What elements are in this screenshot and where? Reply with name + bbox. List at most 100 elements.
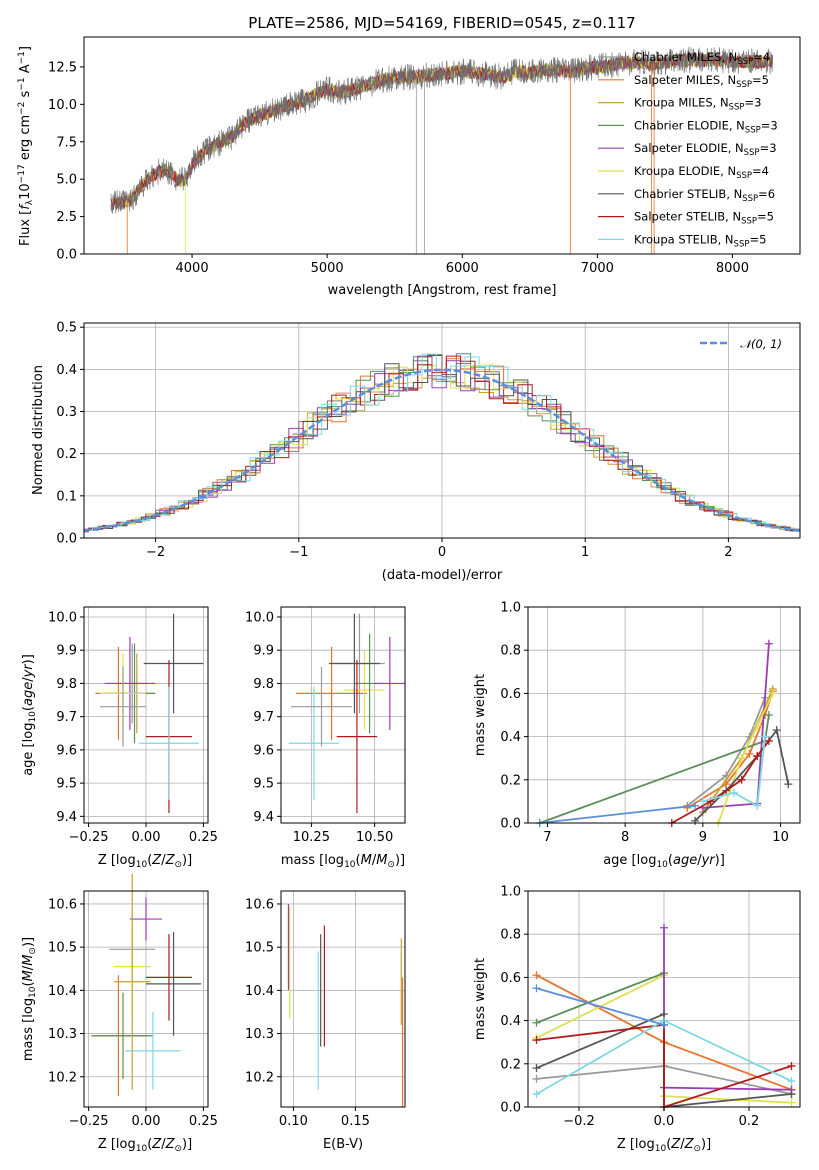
y-tick-label: 9.9 bbox=[253, 644, 274, 659]
mass-vs-z-y-ticks: 10.2 10.3 10.4 10.5 10.6 bbox=[48, 897, 84, 1085]
age-vs-z-y-ticks: 9.4 9.5 9.6 9.7 9.8 9.9 10.0 bbox=[48, 610, 84, 825]
weight-marker bbox=[764, 639, 773, 648]
weight-line bbox=[536, 1023, 792, 1109]
y-tick-label: 0.0 bbox=[56, 532, 77, 547]
age-vs-z-y-label: age [log10(age/yr)] bbox=[21, 654, 38, 776]
weight-marker bbox=[660, 923, 668, 932]
weight-vs-age-panel: 7 8 9 10 0.0 0.2 0.4 0.6 0.8 1.0 age [log10(age/… bbox=[473, 601, 801, 870]
y-tick-label: 9.6 bbox=[253, 743, 274, 758]
residuals-x-ticks: −2 −1 0 1 2 bbox=[146, 538, 733, 560]
spectrum-legend: Chabrier MILES, NSSP=4 Salpeter MILES, NS… bbox=[598, 50, 778, 249]
weight-marker bbox=[729, 788, 738, 797]
figure-title: PLATE=2586, MJD=54169, FIBERID=0545, z=0… bbox=[248, 14, 635, 32]
age-vs-mass-y-ticks: 9.4 9.5 9.6 9.7 9.8 9.9 10.0 bbox=[245, 610, 281, 825]
y-tick-label: 10.5 bbox=[48, 941, 77, 956]
weight-marker bbox=[737, 775, 746, 784]
normal-curve bbox=[83, 368, 801, 532]
y-tick-label: 10.4 bbox=[245, 984, 274, 999]
y-tick-label: 0.2 bbox=[56, 447, 77, 462]
x-tick-label: 0.00 bbox=[132, 830, 161, 845]
spectrum-y-label: Flux [fλ10−17 erg cm−2 s−1 A−1] bbox=[17, 46, 35, 246]
y-tick-label: 9.6 bbox=[56, 743, 77, 758]
x-tick-label: −0.25 bbox=[69, 1114, 109, 1129]
weight-marker bbox=[787, 1061, 796, 1070]
residuals-legend: 𝒩(0, 1) bbox=[700, 337, 782, 351]
x-tick-label: 8 bbox=[621, 830, 629, 845]
x-tick-label: 0.0 bbox=[654, 1114, 675, 1129]
age-vs-mass-panel: 10.25 10.50 9.4 9.5 9.6 9.7 9.8 9.9 10.0 mass [… bbox=[245, 606, 406, 870]
spectrum-axes-frame bbox=[83, 36, 801, 255]
weight-vs-z-x-label: Z [log10(Z/Z⊙)] bbox=[617, 1137, 711, 1154]
y-tick-label: 10.6 bbox=[245, 897, 274, 912]
x-tick-label: 5000 bbox=[311, 261, 344, 276]
residual-histogram bbox=[84, 355, 800, 531]
mass-vs-ebv-axes-frame bbox=[280, 890, 406, 1108]
y-tick-label: 7.5 bbox=[56, 135, 77, 150]
age-vs-mass-x-ticks: 10.25 10.50 bbox=[293, 823, 393, 845]
x-tick-label: 1 bbox=[581, 545, 589, 560]
residuals-plot-area bbox=[83, 353, 801, 533]
age-vs-z-grid bbox=[84, 607, 208, 823]
observed-spectrum-line bbox=[110, 46, 774, 214]
weight-marker bbox=[768, 689, 777, 698]
weight-marker bbox=[753, 721, 762, 730]
x-tick-label: 6000 bbox=[446, 261, 479, 276]
legend-label: Salpeter STELIB, NSSP=5 bbox=[634, 210, 774, 227]
y-tick-label: 0.6 bbox=[500, 971, 521, 986]
weight-line bbox=[686, 697, 766, 807]
weight-line bbox=[539, 804, 696, 824]
y-tick-label: 9.5 bbox=[56, 777, 77, 792]
weight-vs-z-x-ticks: −0.2 0.0 0.2 bbox=[563, 1107, 759, 1129]
weight-marker bbox=[737, 754, 746, 763]
spectrum-x-ticks: 4000 5000 6000 7000 8000 bbox=[176, 254, 749, 276]
age-vs-z-x-ticks: −0.25 0.00 0.25 bbox=[69, 823, 218, 845]
x-tick-label: 8000 bbox=[716, 261, 749, 276]
x-tick-label: −2 bbox=[146, 545, 165, 560]
weight-marker bbox=[764, 711, 773, 719]
weight-vs-age-x-ticks: 7 8 9 10 bbox=[543, 823, 789, 845]
legend-label: Kroupa MILES, NSSP=3 bbox=[634, 96, 761, 113]
residual-histogram bbox=[84, 364, 800, 532]
y-tick-label: 0.4 bbox=[500, 1014, 521, 1029]
weight-marker bbox=[532, 1064, 541, 1073]
mass-vs-ebv-grid bbox=[281, 891, 405, 1107]
y-tick-label: 10.0 bbox=[48, 610, 77, 625]
weight-marker bbox=[787, 1098, 796, 1107]
y-tick-label: 9.7 bbox=[253, 710, 274, 725]
y-tick-label: 10.3 bbox=[48, 1027, 77, 1042]
x-tick-label: 4000 bbox=[176, 261, 209, 276]
y-tick-label: 1.0 bbox=[500, 601, 521, 616]
y-tick-label: 0.3 bbox=[56, 405, 77, 420]
weight-marker bbox=[532, 1018, 541, 1027]
y-tick-label: 0.0 bbox=[56, 248, 77, 263]
legend-label: Kroupa ELODIE, NSSP=4 bbox=[634, 164, 769, 181]
mass-vs-ebv-y-ticks: 10.2 10.3 10.4 10.5 10.6 bbox=[245, 897, 281, 1085]
legend-label: Kroupa STELIB, NSSP=5 bbox=[634, 232, 766, 249]
residual-histogram bbox=[84, 355, 800, 532]
residuals-x-label: (data-model)/error bbox=[382, 568, 503, 583]
weight-line bbox=[671, 740, 770, 824]
residuals-panel: −2 −1 0 1 2 0.0 0.1 0.2 0.3 0.4 0.5 (data-model)/… bbox=[31, 321, 801, 583]
x-tick-label: 0.00 bbox=[132, 1114, 161, 1129]
y-tick-label: 12.5 bbox=[48, 60, 77, 75]
weight-vs-age-y-ticks: 0.0 0.2 0.4 0.6 0.8 1.0 bbox=[500, 601, 528, 832]
mass-vs-ebv-plot-area bbox=[287, 903, 404, 1107]
x-tick-label: 0.15 bbox=[341, 1114, 370, 1129]
y-tick-label: 0.4 bbox=[500, 730, 521, 745]
weight-vs-age-plot-area bbox=[535, 639, 793, 827]
y-tick-label: 1.0 bbox=[500, 885, 521, 900]
weight-marker bbox=[691, 816, 700, 825]
y-tick-label: 9.4 bbox=[56, 810, 77, 825]
y-tick-label: 10.2 bbox=[48, 1070, 77, 1085]
spectrum-panel: 4000 5000 6000 7000 8000 0.0 2.5 5.0 7.5 10.0 12.… bbox=[17, 36, 801, 298]
mass-vs-z-y-label: mass [log10(M/M⊙)] bbox=[21, 937, 38, 1061]
y-tick-label: 0.2 bbox=[500, 1057, 521, 1072]
x-tick-label: −1 bbox=[289, 545, 308, 560]
legend-label: Chabrier STELIB, NSSP=6 bbox=[634, 187, 775, 204]
y-tick-label: 10.2 bbox=[245, 1070, 274, 1085]
weight-vs-z-y-ticks: 0.0 0.2 0.4 0.6 0.8 1.0 bbox=[500, 885, 528, 1116]
x-tick-label: 10 bbox=[772, 830, 789, 845]
y-tick-label: 9.8 bbox=[253, 677, 274, 692]
y-tick-label: 9.9 bbox=[56, 644, 77, 659]
y-tick-label: 10.0 bbox=[245, 610, 274, 625]
